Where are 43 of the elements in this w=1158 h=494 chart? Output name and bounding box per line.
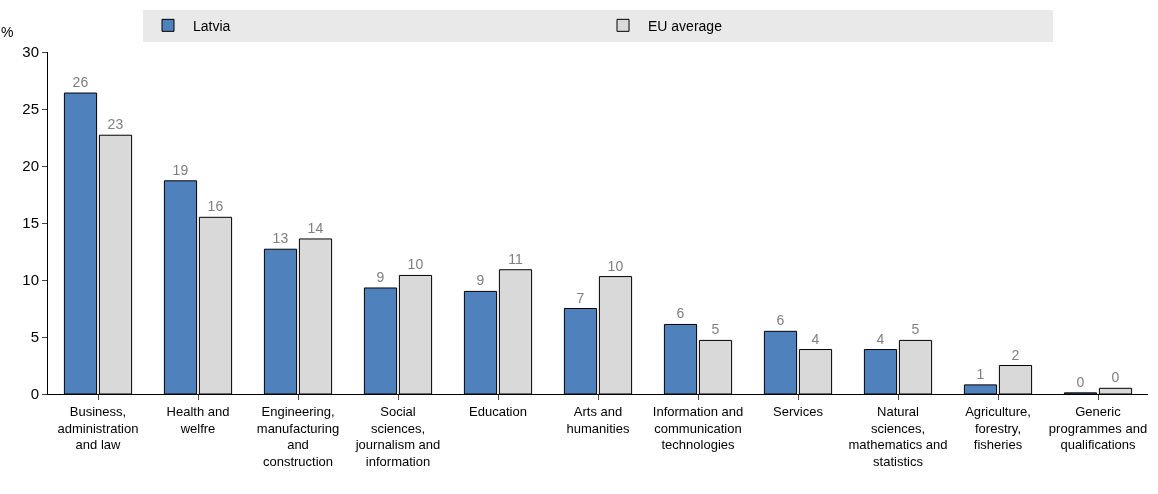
data-label: 9 bbox=[376, 268, 385, 285]
data-label: 23 bbox=[107, 116, 124, 133]
y-tick-label: 15 bbox=[22, 214, 39, 232]
y-axis-title: % bbox=[1, 24, 14, 40]
y-tick-label: 5 bbox=[30, 328, 39, 346]
data-label: 26 bbox=[72, 74, 89, 91]
x-tick-label: Generic programmes and qualifications bbox=[1048, 403, 1148, 453]
data-label: 5 bbox=[911, 321, 920, 338]
data-label: 6 bbox=[776, 312, 785, 329]
data-label: 16 bbox=[207, 198, 224, 215]
y-tick-label: 20 bbox=[22, 157, 39, 175]
data-label: 4 bbox=[876, 330, 885, 347]
x-tick-label: Education bbox=[469, 403, 527, 419]
data-label: 13 bbox=[272, 230, 289, 247]
data-label: 14 bbox=[307, 219, 324, 236]
x-tick-label: Services bbox=[773, 403, 824, 419]
y-tick-label: 30 bbox=[22, 43, 39, 61]
data-label: 19 bbox=[172, 161, 189, 178]
data-label: 1 bbox=[976, 365, 985, 382]
data-label: 10 bbox=[607, 257, 624, 274]
data-label: 0 bbox=[1111, 369, 1120, 386]
y-tick-label: 0 bbox=[30, 385, 39, 403]
data-label: 6 bbox=[676, 305, 685, 322]
data-label: 7 bbox=[576, 289, 585, 306]
legend-label: EU average bbox=[648, 17, 723, 34]
data-label: 9 bbox=[476, 272, 485, 289]
x-tick-label: Social sciences, journalism and information bbox=[354, 403, 441, 470]
data-label: 0 bbox=[1076, 373, 1085, 390]
x-tick-label: Information and communication technologies bbox=[652, 403, 744, 453]
x-tick-label: Health and welfre bbox=[166, 403, 230, 436]
x-tick-label: Agriculture, forestry, fisheries bbox=[965, 403, 1031, 453]
x-tick-label: Natural sciences, mathematics and statistics bbox=[848, 403, 948, 470]
data-label: 10 bbox=[407, 256, 424, 273]
legend-label: Latvia bbox=[193, 17, 231, 34]
x-tick-label: Arts and humanities bbox=[566, 403, 630, 436]
x-tick-label: Business, administration and law bbox=[57, 403, 139, 453]
y-tick-label: 25 bbox=[22, 100, 39, 118]
data-label: 11 bbox=[508, 250, 523, 267]
x-tick-label: Engineering, manufacturing and construction bbox=[256, 403, 340, 470]
data-label: 5 bbox=[711, 321, 720, 338]
data-label: 2 bbox=[1011, 346, 1020, 363]
y-tick-label: 10 bbox=[22, 271, 39, 289]
data-label: 4 bbox=[811, 330, 820, 347]
